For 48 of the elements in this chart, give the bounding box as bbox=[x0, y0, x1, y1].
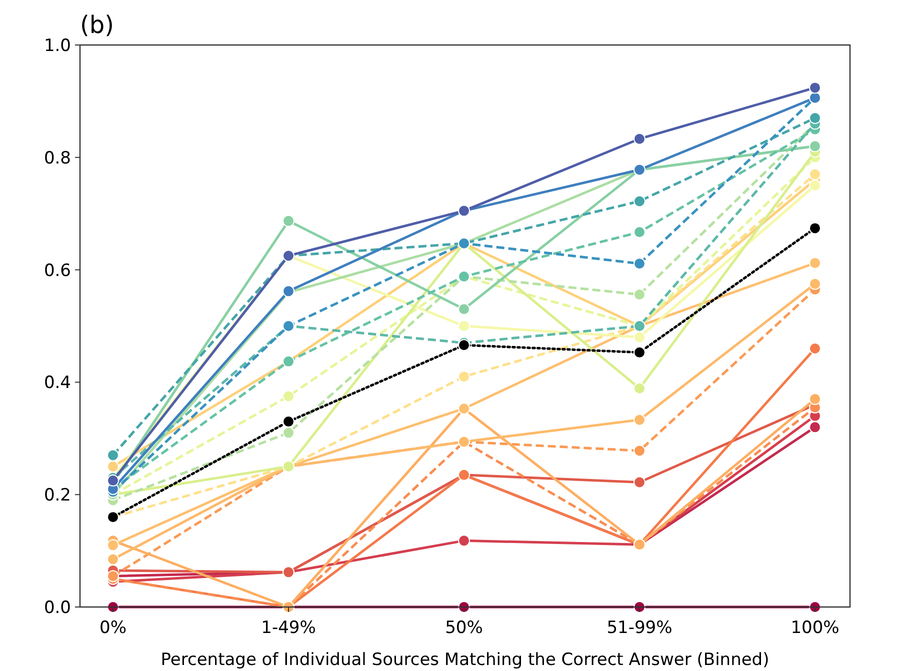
chart-title: (b) bbox=[80, 11, 114, 39]
point bbox=[809, 393, 821, 406]
point bbox=[809, 82, 821, 94]
point bbox=[282, 390, 294, 402]
point bbox=[107, 474, 119, 487]
point bbox=[634, 195, 646, 208]
x-tick-label: 51-99% bbox=[606, 618, 672, 638]
point bbox=[634, 444, 646, 457]
point bbox=[107, 539, 119, 552]
point bbox=[809, 342, 821, 354]
point bbox=[634, 382, 646, 394]
point bbox=[282, 416, 294, 428]
point bbox=[634, 226, 646, 238]
y-tick-label: 0.2 bbox=[44, 486, 71, 506]
point bbox=[809, 421, 821, 434]
point bbox=[458, 534, 470, 547]
y-tick-label: 1.0 bbox=[44, 36, 71, 56]
point bbox=[634, 414, 646, 426]
y-tick-label: 0.0 bbox=[44, 598, 71, 618]
point bbox=[634, 132, 646, 145]
point bbox=[107, 449, 119, 462]
x-axis-title: Percentage of Individual Sources Matching the Correct Answer (Binned) bbox=[160, 650, 770, 670]
point bbox=[809, 112, 821, 124]
point bbox=[634, 288, 646, 301]
point bbox=[809, 257, 821, 270]
point bbox=[809, 168, 821, 180]
point bbox=[634, 476, 646, 488]
y-tick-label: 0.8 bbox=[44, 148, 71, 168]
point bbox=[282, 426, 294, 439]
point bbox=[458, 320, 470, 332]
point bbox=[458, 303, 470, 316]
x-tick-label: 100% bbox=[790, 618, 840, 638]
point bbox=[634, 258, 646, 270]
x-tick-label: 50% bbox=[445, 618, 483, 638]
y-tick-label: 0.6 bbox=[44, 260, 71, 281]
point bbox=[634, 346, 646, 358]
point bbox=[458, 370, 470, 383]
point bbox=[809, 180, 821, 192]
point bbox=[458, 339, 470, 352]
point bbox=[634, 331, 646, 344]
point bbox=[107, 553, 119, 566]
y-tick-label: 0.4 bbox=[44, 373, 71, 394]
point bbox=[809, 278, 821, 290]
point bbox=[107, 460, 119, 472]
x-tick-label: 0% bbox=[100, 618, 126, 638]
point bbox=[282, 214, 294, 227]
point bbox=[809, 222, 821, 234]
x-tick-label: 1-49% bbox=[261, 618, 316, 638]
